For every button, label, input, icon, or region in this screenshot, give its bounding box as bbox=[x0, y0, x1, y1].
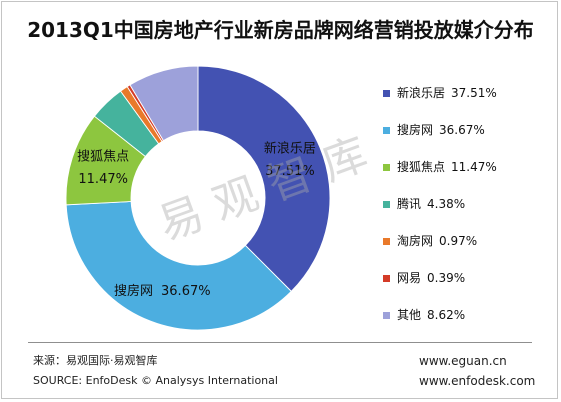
legend-label: 搜房网 bbox=[397, 123, 434, 137]
legend-item: 腾讯 4.38% bbox=[383, 196, 465, 212]
legend-item: 搜房网 36.67% bbox=[383, 122, 485, 138]
legend-label: 网易 bbox=[397, 271, 422, 285]
legend-swatch bbox=[383, 311, 390, 319]
legend-swatch bbox=[383, 163, 390, 171]
donut-slice-2 bbox=[65, 201, 292, 331]
legend-item: 搜狐焦点 11.47% bbox=[383, 159, 497, 175]
legend-value: 36.67 bbox=[439, 123, 474, 137]
data-label-name: 搜房网 bbox=[114, 282, 153, 298]
legend-swatch bbox=[383, 126, 390, 134]
legend-label: 新浪乐居 bbox=[397, 86, 446, 100]
website-eguan: www.eguan.cn bbox=[419, 354, 507, 368]
legend-label: 搜狐焦点 bbox=[397, 160, 446, 174]
legend-value: 8.62 bbox=[427, 308, 454, 322]
donut-slice-7 bbox=[129, 65, 199, 142]
legend-label: 腾讯 bbox=[397, 197, 422, 211]
donut-slice-1 bbox=[197, 65, 331, 293]
legend-unit: % bbox=[485, 86, 497, 100]
legend-item: 淘房网 0.97% bbox=[383, 233, 477, 249]
data-label: 37.51% bbox=[265, 163, 315, 178]
legend-swatch bbox=[383, 237, 390, 245]
source-cn: 来源：易观国际·易观智库 bbox=[33, 354, 158, 367]
legend-swatch bbox=[383, 89, 390, 97]
data-label-name: 搜狐焦点 bbox=[77, 149, 129, 164]
data-label-name: 新浪乐居 bbox=[264, 140, 316, 156]
legend-label: 淘房网 bbox=[397, 234, 434, 248]
data-labels: 新浪乐居 37.51% 搜房网 36.67% 搜狐焦点 11.47% bbox=[77, 140, 316, 298]
website-enfodesk: www.enfodesk.com bbox=[419, 374, 536, 388]
data-label-unit: % bbox=[302, 163, 314, 178]
footer-divider bbox=[28, 342, 532, 343]
legend-unit: % bbox=[465, 234, 478, 248]
legend-unit: % bbox=[453, 271, 466, 285]
data-label-value: 37.51 bbox=[265, 163, 302, 178]
legend-unit: % bbox=[453, 197, 466, 211]
data-label: 11.47% bbox=[78, 171, 128, 186]
legend-swatch bbox=[383, 274, 390, 282]
data-label-value: 11.47 bbox=[78, 171, 115, 186]
legend-swatch bbox=[383, 200, 390, 208]
legend-item: 新浪乐居 37.51% bbox=[383, 85, 497, 101]
legend-value: 0.39 bbox=[427, 271, 454, 285]
legend-item: 其他 8.62% bbox=[383, 307, 465, 323]
data-label: 搜房网 36.67% bbox=[114, 282, 211, 298]
legend-label: 其他 bbox=[397, 308, 422, 322]
data-label-unit: % bbox=[116, 171, 128, 186]
data-label-value: 36.67 bbox=[161, 283, 198, 298]
legend-unit: % bbox=[473, 123, 485, 137]
legend-unit: % bbox=[485, 160, 497, 174]
legend-item: 网易 0.39% bbox=[383, 270, 465, 286]
source-en: SOURCE: EnfoDesk © Analysys Internationa… bbox=[33, 374, 278, 387]
legend-value: 37.51 bbox=[451, 86, 486, 100]
legend-unit: % bbox=[453, 308, 466, 322]
legend-value: 4.38 bbox=[427, 197, 454, 211]
legend-value: 11.47 bbox=[451, 160, 486, 174]
donut-slices bbox=[65, 65, 331, 331]
legend-value: 0.97 bbox=[439, 234, 466, 248]
chart-title: 2013Q1中国房地产行业新房品牌网络营销投放媒介分布 bbox=[27, 18, 534, 42]
data-label-unit: % bbox=[198, 283, 210, 298]
